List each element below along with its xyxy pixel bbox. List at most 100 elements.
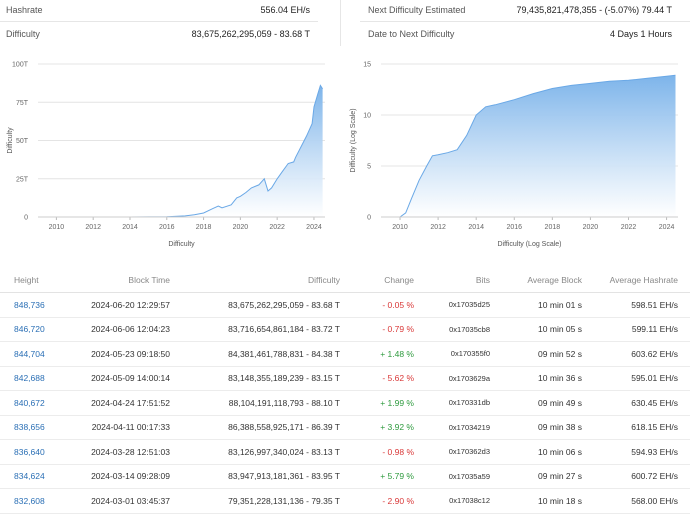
average-block-cell: 09 min 38 s xyxy=(490,415,582,440)
table-row: 836,640 2024-03-28 12:51:03 83,126,997,340… xyxy=(0,439,690,465)
table-row: 832,608 2024-03-01 03:45:37 79,351,228,131… xyxy=(0,488,690,514)
difficulty-cell: 79,351,228,131,136 - 79.35 T xyxy=(170,488,340,514)
difficulty-cell: 88,104,191,118,793 - 88.10 T xyxy=(170,390,340,416)
next-difficulty-value: 79,435,821,478,355 - (-5.07%) 79.44 T xyxy=(516,5,672,15)
x-axis-title: Difficulty xyxy=(168,241,195,248)
block-time-cell: 2024-03-01 03:45:37 xyxy=(70,488,170,514)
x-tick-label: 2020 xyxy=(233,224,249,231)
next-date-value: 4 Days 1 Hours xyxy=(609,29,672,39)
column-header-block-time: Block Time xyxy=(70,268,170,293)
difficulty-cell: 84,381,461,788,831 - 84.38 T xyxy=(170,341,340,367)
average-block-cell: 09 min 49 s xyxy=(490,390,582,416)
change-cell: + 1.99 % xyxy=(340,390,414,416)
change-cell: - 5.62 % xyxy=(340,366,414,391)
block-height-link[interactable]: 846,720 xyxy=(14,324,45,335)
x-axis-title: Difficulty (Log Scale) xyxy=(497,241,561,248)
x-tick-label: 2018 xyxy=(545,224,561,231)
height-cell: 832,608 xyxy=(0,488,70,514)
column-header-height: Height xyxy=(0,268,70,293)
y-tick-label: 100T xyxy=(12,62,29,69)
change-cell: - 0.05 % xyxy=(340,292,414,318)
column-header-average-hashrate: Average Hashrate xyxy=(582,268,690,293)
column-header-average-block: Average Block xyxy=(490,268,582,293)
block-time-cell: 2024-06-20 12:29:57 xyxy=(70,292,170,318)
block-time-cell: 2024-04-24 17:51:52 xyxy=(70,390,170,416)
y-tick-label: 0 xyxy=(24,215,28,222)
x-tick-label: 2016 xyxy=(159,224,175,231)
change-cell: - 2.90 % xyxy=(340,488,414,514)
difficulty-chart: 0 25T 50T 75T 100T 2010 2012 2014 2016 2018 2020 20… xyxy=(7,62,325,248)
divider xyxy=(360,21,690,22)
average-block-cell: 10 min 01 s xyxy=(490,292,582,318)
height-cell: 844,704 xyxy=(0,341,70,367)
difficulty-label: Difficulty xyxy=(6,29,40,39)
x-tick-label: 2020 xyxy=(583,224,599,231)
x-tick-label: 2012 xyxy=(430,224,446,231)
y-axis-title: Difficulty (Log Scale) xyxy=(350,108,357,172)
next-difficulty-row: Next Difficulty Estimated 79,435,821,478… xyxy=(368,0,672,20)
height-cell: 838,656 xyxy=(0,415,70,440)
block-height-link[interactable]: 840,672 xyxy=(14,397,45,408)
hashrate-label: Hashrate xyxy=(6,5,43,15)
average-hashrate-cell: 630.45 EH/s xyxy=(582,390,690,416)
difficulty-cell: 86,388,558,925,171 - 86.39 T xyxy=(170,415,340,440)
x-tick-label: 2010 xyxy=(392,224,408,231)
height-cell: 842,688 xyxy=(0,366,70,391)
x-tick-label: 2016 xyxy=(506,224,522,231)
average-block-cell: 09 min 52 s xyxy=(490,341,582,367)
column-header-difficulty: Difficulty xyxy=(170,268,340,293)
column-header-change: Change xyxy=(340,268,414,293)
y-tick-label: 15 xyxy=(363,62,371,69)
bits-cell: 0x170331db xyxy=(414,390,490,416)
next-difficulty-label: Next Difficulty Estimated xyxy=(368,5,466,15)
height-cell: 848,736 xyxy=(0,292,70,318)
column-header-bits: Bits xyxy=(414,268,490,293)
difficulty-history-table: Height Block Time Difficulty Change Bits… xyxy=(0,268,690,514)
hashrate-row: Hashrate 556.04 EH/s xyxy=(6,0,310,20)
y-tick-label: 50T xyxy=(16,138,29,145)
table-row: 844,704 2024-05-23 09:18:50 84,381,461,788… xyxy=(0,341,690,367)
average-block-cell: 10 min 36 s xyxy=(490,366,582,391)
difficulty-area xyxy=(381,75,676,217)
y-tick-label: 0 xyxy=(367,215,371,222)
change-cell: + 1.48 % xyxy=(340,341,414,367)
average-hashrate-cell: 598.51 EH/s xyxy=(582,292,690,318)
table-row: 846,720 2024-06-06 12:04:23 83,716,654,861… xyxy=(0,317,690,342)
block-height-link[interactable]: 836,640 xyxy=(14,446,45,457)
average-hashrate-cell: 600.72 EH/s xyxy=(582,464,690,489)
bits-cell: 0x170362d3 xyxy=(414,439,490,465)
average-block-cell: 10 min 06 s xyxy=(490,439,582,465)
block-height-link[interactable]: 844,704 xyxy=(14,348,45,359)
block-time-cell: 2024-03-14 09:28:09 xyxy=(70,464,170,489)
table-row: 848,736 2024-06-20 12:29:57 83,675,262,295… xyxy=(0,292,690,318)
x-tick-label: 2018 xyxy=(196,224,212,231)
difficulty-line xyxy=(38,84,324,218)
difficulty-area xyxy=(38,85,323,218)
bits-cell: 0x17034219 xyxy=(414,415,490,440)
block-height-link[interactable]: 832,608 xyxy=(14,495,45,506)
x-tick-label: 2024 xyxy=(659,224,675,231)
block-time-cell: 2024-03-28 12:51:03 xyxy=(70,439,170,465)
bits-cell: 0x1703629a xyxy=(414,366,490,391)
change-cell: - 0.79 % xyxy=(340,317,414,342)
bits-cell: 0x17035cb8 xyxy=(414,317,490,342)
average-hashrate-cell: 603.62 EH/s xyxy=(582,341,690,367)
change-cell: + 3.92 % xyxy=(340,415,414,440)
x-tick-label: 2022 xyxy=(269,224,285,231)
block-time-cell: 2024-04-11 00:17:33 xyxy=(70,415,170,440)
block-height-link[interactable]: 842,688 xyxy=(14,373,45,384)
bits-cell: 0x17035d25 xyxy=(414,292,490,318)
height-cell: 846,720 xyxy=(0,317,70,342)
x-tick-label: 2024 xyxy=(306,224,322,231)
divider xyxy=(0,21,318,22)
average-block-cell: 09 min 27 s xyxy=(490,464,582,489)
block-time-cell: 2024-06-06 12:04:23 xyxy=(70,317,170,342)
average-hashrate-cell: 594.93 EH/s xyxy=(582,439,690,465)
block-height-link[interactable]: 848,736 xyxy=(14,299,45,310)
table-header-row: Height Block Time Difficulty Change Bits… xyxy=(0,268,690,293)
table-row: 838,656 2024-04-11 00:17:33 86,388,558,925… xyxy=(0,415,690,440)
table-row: 840,672 2024-04-24 17:51:52 88,104,191,118… xyxy=(0,390,690,416)
average-hashrate-cell: 599.11 EH/s xyxy=(582,317,690,342)
block-height-link[interactable]: 834,624 xyxy=(14,471,45,482)
block-height-link[interactable]: 838,656 xyxy=(14,422,45,433)
